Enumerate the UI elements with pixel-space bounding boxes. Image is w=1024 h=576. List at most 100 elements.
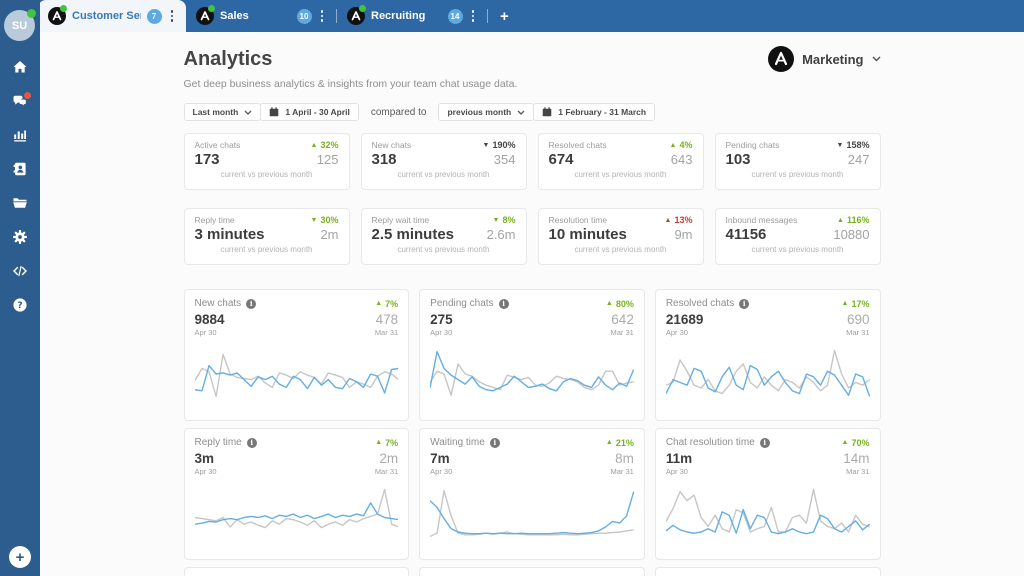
top-bar: Customer Service 7 Sales 10 Recruiting 14 + xyxy=(0,0,1024,32)
trend-arrow-icon: ▲ xyxy=(841,300,849,307)
stat-card: New chats ▼ 190% 318 354 current vs previ… xyxy=(360,133,527,190)
stat-previous-value: 9m xyxy=(674,227,693,242)
compare-range[interactable]: 1 February - 31 March xyxy=(533,103,656,121)
stat-label: Reply wait time xyxy=(371,215,430,225)
chart-current-date: Apr 30 xyxy=(430,328,453,337)
trend-arrow-icon: ▲ xyxy=(669,141,677,149)
unread-badge: 7 xyxy=(146,8,162,24)
sidebar: SU ? + xyxy=(0,0,40,576)
stat-current-value: 173 xyxy=(194,151,220,168)
online-status-dot xyxy=(60,5,67,12)
online-status-dot xyxy=(27,9,36,18)
archives-icon xyxy=(12,195,28,216)
stat-previous-value: 2m xyxy=(320,227,339,242)
sparkline-chart xyxy=(666,341,870,405)
trend-arrow-icon: ▼ xyxy=(482,141,490,149)
stat-label: Resolved chats xyxy=(548,140,607,150)
tab-menu-icon[interactable] xyxy=(318,8,327,24)
info-icon[interactable] xyxy=(759,437,770,448)
info-icon[interactable] xyxy=(489,437,500,448)
period-range[interactable]: 1 April - 30 April xyxy=(260,103,359,121)
workspace-tab[interactable]: Sales 10 xyxy=(186,0,336,32)
page-title: Analytics xyxy=(183,48,273,70)
chart-previous-value: 14m Mar 31 xyxy=(843,451,870,476)
period-select[interactable]: Last month xyxy=(183,103,262,121)
stat-trend: ▼ 190% xyxy=(482,140,516,150)
tab-menu-icon[interactable] xyxy=(469,8,478,24)
filter-bar: Last month 1 April - 30 April compared t… xyxy=(183,103,881,121)
stat-previous-value: 125 xyxy=(316,152,339,167)
sidebar-item-archives[interactable] xyxy=(0,188,40,222)
settings-icon xyxy=(12,229,28,250)
sidebar-item-analytics[interactable] xyxy=(0,120,40,154)
team-selector[interactable]: Marketing xyxy=(768,46,880,72)
stat-previous-value: 643 xyxy=(670,152,693,167)
chevron-down-icon xyxy=(517,110,525,115)
workspace-tab[interactable]: Customer Service 7 xyxy=(38,0,186,32)
stat-footnote: current vs previous month xyxy=(574,170,667,179)
info-icon[interactable] xyxy=(739,298,750,309)
workspace-tab-label: Sales xyxy=(220,10,249,22)
chart-current-date: Apr 30 xyxy=(194,467,217,476)
workspace-tab-label: Recruiting xyxy=(371,10,426,22)
team-name: Marketing xyxy=(802,51,864,67)
sidebar-item-settings[interactable] xyxy=(0,222,40,256)
trend-arrow-icon: ▲ xyxy=(605,300,613,307)
tab-menu-icon[interactable] xyxy=(168,8,177,24)
stat-current-value: 41156 xyxy=(725,226,767,243)
stat-footnote: current vs previous month xyxy=(220,170,313,179)
calendar-icon xyxy=(542,107,552,117)
sidebar-item-contacts[interactable] xyxy=(0,154,40,188)
info-icon[interactable] xyxy=(246,437,257,448)
info-icon[interactable] xyxy=(246,298,257,309)
sidebar-add-button[interactable]: + xyxy=(9,546,31,568)
workspace-tabs: Customer Service 7 Sales 10 Recruiting 14 + xyxy=(38,0,521,32)
chart-current-value: 7m Apr 30 xyxy=(430,451,453,476)
chart-title: Pending chats xyxy=(430,298,494,309)
chart-current-value: 11m Apr 30 xyxy=(665,451,693,476)
new-workspace-button[interactable]: + xyxy=(500,7,509,25)
sparkline-chart xyxy=(430,341,634,405)
tab-separator xyxy=(336,9,337,23)
code-icon xyxy=(12,263,28,284)
chart-previous-value: 642 Mar 31 xyxy=(610,312,634,337)
trend-arrow-icon: ▲ xyxy=(375,439,383,446)
user-avatar[interactable]: SU xyxy=(4,9,36,41)
stat-card: Pending chats ▼ 158% 103 247 current vs p… xyxy=(714,133,881,190)
chart-current-value: 275 Apr 30 xyxy=(430,312,453,337)
chart-previous-date: Mar 31 xyxy=(374,328,399,337)
stat-current-value: 318 xyxy=(371,151,397,168)
chart-card xyxy=(654,567,881,576)
user-avatar-initials: SU xyxy=(11,19,28,32)
chart-previous-date: Mar 31 xyxy=(610,467,634,476)
info-icon[interactable] xyxy=(498,298,509,309)
chart-current-value: 21689 Apr 30 xyxy=(665,312,704,337)
main-area: Analytics Get deep business analytics & … xyxy=(40,32,1024,576)
sidebar-item-home[interactable] xyxy=(0,52,40,86)
home-icon xyxy=(12,59,28,80)
sidebar-item-chats[interactable] xyxy=(0,86,40,120)
sidebar-item-help[interactable]: ? xyxy=(0,290,40,324)
chart-previous-date: Mar 31 xyxy=(846,467,870,476)
chart-current-value: 3m Apr 30 xyxy=(194,451,217,476)
sidebar-item-code[interactable] xyxy=(0,256,40,290)
stat-trend: ▼ 8% xyxy=(492,215,516,225)
stat-current-value: 2.5 minutes xyxy=(371,226,455,243)
stat-current-value: 674 xyxy=(548,151,574,168)
chart-current-date: Apr 30 xyxy=(430,467,453,476)
stat-current-value: 3 minutes xyxy=(194,226,265,243)
trend-arrow-icon: ▲ xyxy=(841,439,849,446)
compare-label: compared to xyxy=(370,106,427,118)
page-subtitle: Get deep business analytics & insights f… xyxy=(183,78,518,90)
trend-arrow-icon: ▲ xyxy=(375,300,383,307)
compare-select[interactable]: previous month xyxy=(438,103,535,121)
trend-arrow-icon: ▼ xyxy=(310,216,318,224)
unread-badge: 14 xyxy=(447,8,463,24)
chart-current-value: 9884 Apr 30 xyxy=(194,312,225,337)
chart-previous-date: Mar 31 xyxy=(846,328,870,337)
trend-arrow-icon: ▲ xyxy=(837,216,844,224)
workspace-tab[interactable]: Recruiting 14 xyxy=(337,0,487,32)
chart-title: Resolved chats xyxy=(665,298,735,309)
